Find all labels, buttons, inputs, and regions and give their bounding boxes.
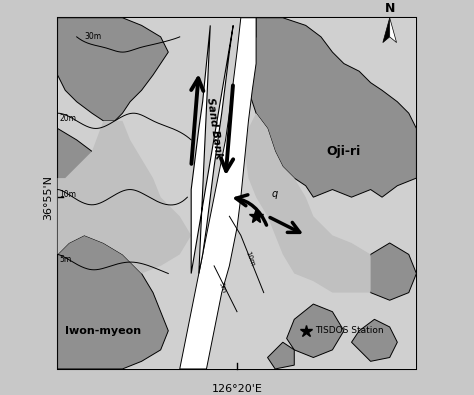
Polygon shape bbox=[57, 121, 191, 273]
Polygon shape bbox=[245, 18, 417, 197]
Polygon shape bbox=[57, 235, 168, 369]
Polygon shape bbox=[191, 25, 233, 273]
Text: TISDOS Station: TISDOS Station bbox=[315, 326, 384, 335]
Text: Oji-ri: Oji-ri bbox=[327, 145, 361, 158]
Polygon shape bbox=[57, 128, 122, 216]
Text: 5m: 5m bbox=[218, 281, 228, 293]
Text: 20m: 20m bbox=[60, 114, 76, 123]
Polygon shape bbox=[359, 243, 417, 300]
Text: 5m: 5m bbox=[60, 255, 72, 264]
Text: 126°20'E: 126°20'E bbox=[211, 384, 263, 394]
Text: 30m: 30m bbox=[84, 32, 101, 41]
Polygon shape bbox=[390, 18, 397, 43]
Text: N: N bbox=[384, 2, 395, 15]
Polygon shape bbox=[57, 18, 168, 121]
Polygon shape bbox=[287, 304, 344, 357]
Polygon shape bbox=[245, 113, 371, 293]
Text: 36°55'N: 36°55'N bbox=[43, 175, 53, 220]
Text: Sand Bank: Sand Bank bbox=[205, 97, 223, 160]
Text: Iwon-myeon: Iwon-myeon bbox=[65, 326, 141, 336]
Polygon shape bbox=[267, 342, 294, 369]
Polygon shape bbox=[57, 18, 417, 369]
Polygon shape bbox=[352, 319, 397, 361]
Text: 10m: 10m bbox=[245, 250, 255, 267]
Polygon shape bbox=[180, 18, 256, 369]
Text: 10m: 10m bbox=[60, 190, 76, 199]
Polygon shape bbox=[383, 18, 390, 43]
Text: q: q bbox=[271, 189, 278, 199]
